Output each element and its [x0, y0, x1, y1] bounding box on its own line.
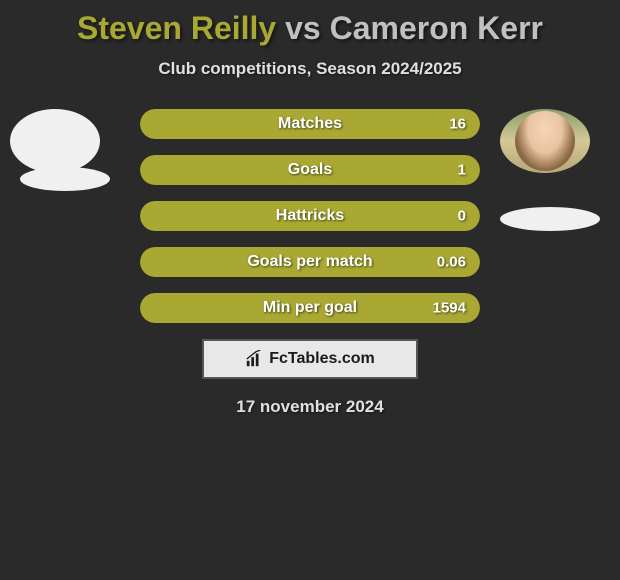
player2-avatar: [500, 109, 590, 173]
subtitle: Club competitions, Season 2024/2025: [0, 59, 620, 79]
source-logo: FcTables.com: [202, 339, 418, 379]
bar-label: Hattricks: [276, 207, 344, 225]
stat-bar-goals-per-match: Goals per match 0.06: [140, 247, 480, 277]
chart-icon: [245, 350, 263, 368]
player2-badge-placeholder: [500, 207, 600, 231]
chart-area: Matches 16 Goals 1 Hattricks 0 Goals per…: [0, 109, 620, 417]
stat-bar-matches: Matches 16: [140, 109, 480, 139]
bar-value: 1: [458, 162, 466, 179]
bar-label: Matches: [278, 115, 342, 133]
player1-name: Steven Reilly: [77, 10, 276, 46]
bar-value: 0.06: [437, 254, 466, 271]
bar-label: Goals per match: [247, 253, 372, 271]
player2-name: Cameron Kerr: [330, 10, 543, 46]
stat-bar-hattricks: Hattricks 0: [140, 201, 480, 231]
vs-separator: vs: [285, 10, 321, 46]
bar-value: 16: [449, 116, 466, 133]
bar-value: 0: [458, 208, 466, 225]
player1-badge-placeholder: [20, 167, 110, 191]
stat-bar-min-per-goal: Min per goal 1594: [140, 293, 480, 323]
bar-label: Min per goal: [263, 299, 357, 317]
bar-value: 1594: [433, 300, 466, 317]
logo-text: FcTables.com: [269, 350, 375, 368]
bar-label: Goals: [288, 161, 332, 179]
stat-bar-goals: Goals 1: [140, 155, 480, 185]
player1-avatar: [10, 109, 100, 173]
page-title: Steven Reilly vs Cameron Kerr: [0, 10, 620, 47]
stats-comparison-card: Steven Reilly vs Cameron Kerr Club compe…: [0, 0, 620, 427]
stat-bars: Matches 16 Goals 1 Hattricks 0 Goals per…: [140, 109, 480, 323]
date-label: 17 november 2024: [0, 397, 620, 417]
